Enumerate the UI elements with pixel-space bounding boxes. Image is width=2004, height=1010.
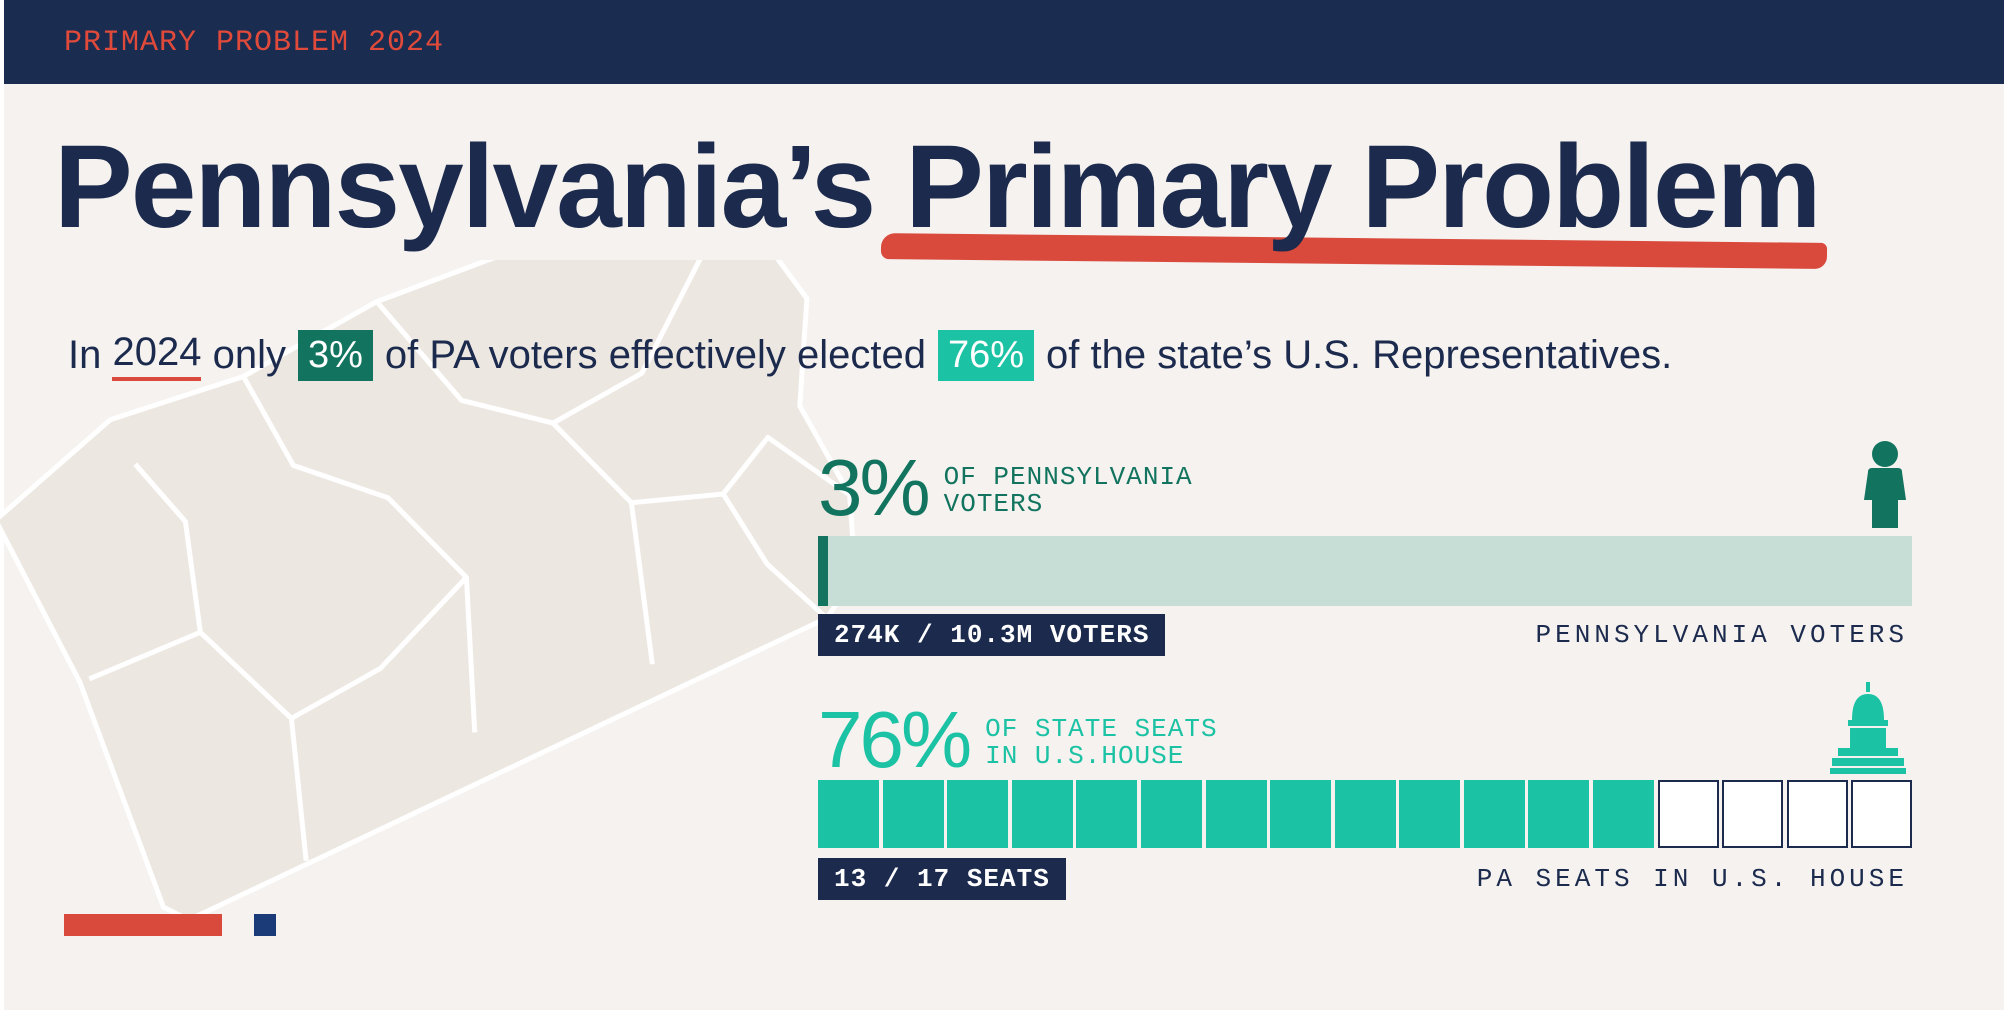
seat-filled	[1464, 780, 1525, 848]
voters-tag: 274K / 10.3M VOTERS	[818, 614, 1166, 656]
map-district-south	[290, 575, 469, 721]
seat-empty	[1658, 780, 1719, 848]
seat-filled	[1593, 780, 1654, 848]
left-edge	[0, 0, 4, 1010]
page-title: Pennsylvania’s Primary Problem	[54, 128, 1828, 269]
map-district-north	[241, 375, 478, 733]
map-district-southeast	[631, 434, 852, 506]
map-district-northeast	[374, 299, 655, 665]
subtitle-pre: In	[68, 333, 102, 377]
voters-total-label: PENNSYLVANIA VOTERS	[1535, 620, 1908, 650]
voters-pct: 3%	[818, 443, 931, 532]
subtitle-seats-pct: 76%	[937, 330, 1035, 381]
seat-filled	[1206, 780, 1267, 848]
subtitle-year: 2024	[112, 330, 202, 381]
seats-caption: OF STATE SEATS IN U.S.HOUSE	[985, 714, 1218, 771]
subtitle-mid-2: of PA voters effectively elected	[384, 333, 926, 377]
seats-row	[818, 780, 1912, 850]
seats-pct: 76%	[818, 695, 972, 784]
decor-navy-swatch	[254, 914, 276, 936]
title-part-1: Pennsylvania’s	[54, 121, 876, 253]
header-bar: PRIMARY PROBLEM 2024	[4, 0, 2004, 84]
map-district-philly	[721, 492, 829, 620]
voters-bar-track	[818, 536, 1912, 606]
voters-bar-fill	[818, 536, 828, 606]
person-icon	[1864, 441, 1906, 528]
subtitle-mid-1: only	[212, 333, 286, 377]
subtitle-voters-pct: 3%	[297, 330, 373, 381]
map-district-west	[88, 462, 203, 682]
seat-filled	[1335, 780, 1396, 848]
seat-empty	[1851, 780, 1912, 848]
seat-filled	[1141, 780, 1202, 848]
eyebrow-label: PRIMARY PROBLEM 2024	[64, 26, 445, 60]
seats-stat: 76% OF STATE SEATS IN U.S.HOUSE	[818, 700, 1218, 780]
voters-caption: OF PENNSYLVANIA VOTERS	[943, 462, 1193, 519]
seat-filled	[818, 780, 879, 848]
title-part-2: Primary Problem	[905, 121, 1821, 253]
seat-empty	[1722, 780, 1783, 848]
seat-filled	[883, 780, 944, 848]
map-district-central	[198, 630, 309, 862]
seat-filled	[1528, 780, 1589, 848]
seat-filled	[1399, 780, 1460, 848]
voters-stat: 3% OF PENNSYLVANIA VOTERS	[818, 448, 1193, 528]
seat-empty	[1787, 780, 1848, 848]
subtitle: In 2024 only 3% of PA voters effectively…	[68, 330, 1672, 381]
seat-filled	[947, 780, 1008, 848]
seat-filled	[1270, 780, 1331, 848]
map-district-east	[551, 260, 722, 426]
seat-filled	[1012, 780, 1073, 848]
seats-total-label: PA SEATS IN U.S. HOUSE	[1476, 864, 1908, 894]
seat-filled	[1076, 780, 1137, 848]
seats-tag: 13 / 17 SEATS	[818, 858, 1066, 900]
decor-red-swatch	[64, 914, 222, 936]
subtitle-post: of the state’s U.S. Representatives.	[1046, 333, 1673, 377]
capitol-icon	[1830, 682, 1906, 774]
